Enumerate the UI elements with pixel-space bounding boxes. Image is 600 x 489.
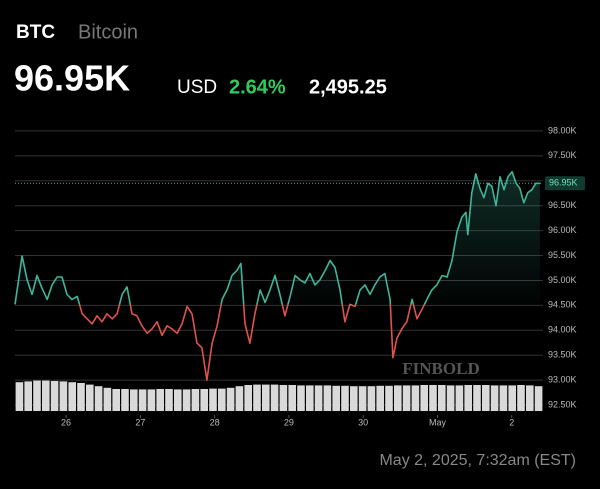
volume-bar: [94, 386, 103, 411]
y-tick-label: 95.00K: [548, 275, 577, 285]
volume-bar: [297, 385, 305, 411]
volume-bar: [385, 385, 393, 411]
volume-bar: [473, 385, 481, 411]
currency: USD: [177, 77, 217, 98]
volume-bar: [508, 385, 516, 411]
y-tick-label: 94.50K: [548, 300, 577, 310]
volume-bar: [130, 389, 138, 411]
y-tick-label: 96.50K: [548, 200, 577, 210]
volume-bar: [68, 382, 76, 411]
watermark: FINBOLD: [402, 359, 479, 378]
volume-bar: [429, 385, 437, 411]
x-tick-label: 26: [61, 417, 71, 427]
volume-bar: [253, 384, 261, 411]
volume-bar: [156, 389, 164, 411]
timestamp: May 2, 2025, 7:32am (EST): [379, 452, 576, 469]
price-line: [14, 171, 540, 381]
asset-name: Bitcoin: [78, 21, 138, 43]
volume-bar: [332, 385, 340, 411]
volume-bar: [209, 388, 217, 411]
volume-bar: [191, 389, 200, 411]
volume-bar: [367, 386, 376, 411]
volume-bar: [121, 389, 129, 411]
volume-bar: [244, 385, 252, 411]
volume-bar: [226, 387, 235, 411]
volume-bar: [420, 385, 428, 411]
volume-bar: [446, 385, 455, 411]
volume-bar: [464, 385, 472, 411]
volume-bar: [534, 386, 543, 411]
volume-bar: [306, 385, 314, 411]
volume-bar: [33, 380, 41, 411]
volume-bar: [147, 389, 156, 411]
volume-bar: [42, 380, 50, 411]
volume-bar: [402, 385, 411, 411]
volume-bar: [323, 385, 332, 411]
volume-bar: [235, 386, 244, 411]
volume-bar: [86, 384, 94, 411]
volume-bar: [438, 385, 446, 411]
volume-bar: [165, 389, 173, 411]
volume-bar: [358, 386, 367, 411]
volume-bar: [288, 385, 296, 411]
volume-bar: [112, 389, 120, 411]
volume-bar: [182, 389, 191, 411]
price: 96.95K: [14, 58, 130, 99]
volume-bar: [50, 381, 59, 411]
y-tick-label: 94.00K: [548, 325, 577, 335]
volume-bar: [490, 385, 499, 411]
y-tick-label: 93.00K: [548, 374, 577, 384]
volume-bar: [59, 381, 68, 411]
volume-bar: [218, 388, 226, 411]
y-tick-label: 98.00K: [548, 125, 577, 135]
volume-bar: [24, 381, 32, 411]
y-tick-label: 93.50K: [548, 350, 577, 360]
y-tick-label: 95.50K: [548, 250, 577, 260]
y-tick-label: 97.50K: [548, 150, 577, 160]
volume-bar: [526, 385, 534, 411]
volume-bar: [499, 385, 508, 411]
y-tick-label: 96.00K: [548, 225, 577, 235]
volume-bar: [200, 389, 208, 411]
change-percent: 2.64%: [229, 76, 286, 98]
volume-bar: [15, 382, 24, 411]
symbol: BTC: [16, 22, 55, 43]
volume-bar: [138, 389, 147, 411]
volume-bar: [262, 384, 270, 411]
volume-bar: [270, 384, 279, 411]
volume-bar: [411, 385, 420, 411]
x-tick-label: May: [429, 417, 447, 427]
x-tick-label: 28: [210, 417, 220, 427]
current-price-label: 96.95K: [549, 178, 578, 188]
y-tick-label: 92.50K: [548, 399, 577, 409]
volume-bar: [77, 383, 85, 411]
volume-bar: [394, 385, 402, 411]
x-tick-label: 29: [284, 417, 294, 427]
volume-bar: [174, 389, 182, 411]
volume-bar: [314, 385, 323, 411]
volume-bar: [517, 385, 525, 411]
change: 2,495.25: [309, 76, 387, 98]
volume-bar: [350, 386, 358, 411]
volume-bar: [455, 385, 464, 411]
x-tick-label: 2: [509, 417, 514, 427]
volume-bar: [103, 387, 112, 411]
volume-bar: [341, 385, 349, 411]
x-tick-label: 30: [358, 417, 368, 427]
volume-bar: [482, 385, 490, 411]
volume-bar: [376, 385, 384, 411]
current-price-box: [545, 176, 585, 191]
area: [15, 171, 540, 381]
volume-bar: [279, 385, 288, 411]
x-tick-label: 27: [135, 417, 145, 427]
